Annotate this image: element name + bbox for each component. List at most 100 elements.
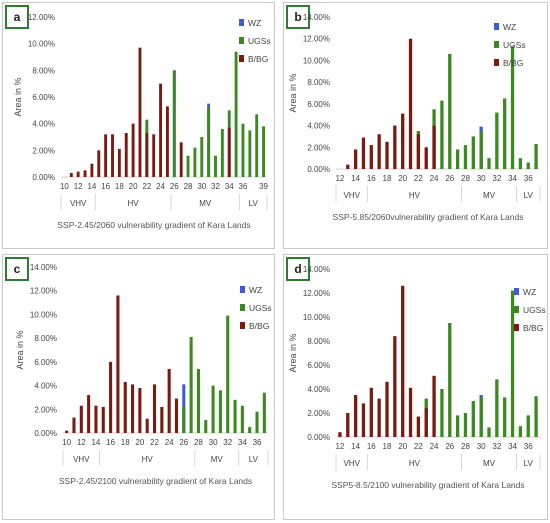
bar-ugss bbox=[196, 368, 200, 433]
group-label: HV bbox=[128, 199, 140, 208]
bar-b-bg bbox=[145, 133, 149, 177]
bar-ugss bbox=[534, 396, 538, 437]
bar-ugss bbox=[189, 336, 193, 433]
bar-b-bg bbox=[87, 395, 91, 433]
group-label: HV bbox=[409, 191, 421, 200]
bar-b-bg bbox=[361, 137, 366, 169]
group-label: MV bbox=[199, 199, 212, 208]
legend-label: UGSs bbox=[523, 305, 546, 315]
x-tick-label: 12 bbox=[335, 442, 344, 451]
bar-ugss bbox=[487, 427, 491, 437]
y-tick-label: 4.00% bbox=[32, 120, 55, 129]
bar-b-bg bbox=[338, 432, 342, 437]
bar-ugss bbox=[471, 401, 475, 437]
legend-swatch bbox=[514, 306, 519, 313]
x-axis-title: SSP-2.45/2100 vulnerability gradient of … bbox=[59, 476, 252, 486]
bar-b-bg bbox=[152, 384, 157, 433]
y-tick-label: 0.00% bbox=[307, 433, 330, 442]
bar-b-bg bbox=[227, 127, 231, 177]
chart-panel-c: c 0.00% 2.00% 4.00% 6.00% 8.00% 10.00% 12.00% 1… bbox=[2, 254, 275, 520]
y-tick-label: 12.00% bbox=[30, 287, 57, 296]
bar-b-bg bbox=[145, 418, 149, 433]
bar-chart-a: 0.00% 2.00% 4.00% 6.00% 8.00% 10.00% 12.00% Are… bbox=[13, 13, 271, 230]
x-tick-label: 14 bbox=[351, 174, 360, 183]
x-tick-label: 12 bbox=[335, 174, 344, 183]
bar-b-bg bbox=[65, 430, 69, 433]
bar-b-bg bbox=[116, 295, 120, 433]
x-tick-label: 16 bbox=[106, 438, 115, 447]
group-label: MV bbox=[211, 455, 224, 464]
bar-b-bg bbox=[369, 145, 373, 169]
panel-label: c bbox=[5, 257, 29, 281]
bar-b-bg bbox=[385, 381, 389, 437]
legend-swatch bbox=[494, 23, 499, 30]
bar-chart-b: 0.00% 2.00% 4.00% 6.00% 8.00% 10.00% 12.00% 14.… bbox=[288, 13, 541, 222]
legend-swatch bbox=[514, 288, 519, 295]
y-tick-label: 6.00% bbox=[307, 361, 330, 370]
bar-b-bg bbox=[179, 142, 183, 177]
bar-ugss bbox=[448, 323, 452, 437]
legend-swatch bbox=[239, 55, 244, 62]
bar-b-bg bbox=[408, 38, 413, 169]
chart-panel-a: a 0.00% 2.00% 4.00% 6.00% 8.00% 10.00% 12.00% A… bbox=[2, 2, 275, 249]
y-tick-label: 14.00% bbox=[303, 13, 330, 22]
bar-b-bg bbox=[167, 368, 171, 433]
y-tick-label: 2.00% bbox=[307, 143, 330, 152]
legend-label: B/BG bbox=[249, 321, 269, 331]
x-tick-label: 20 bbox=[398, 442, 407, 451]
group-label: LV bbox=[524, 459, 534, 468]
bar-b-bg bbox=[393, 125, 397, 169]
x-tick-label: 16 bbox=[101, 182, 110, 191]
x-tick-label: 30 bbox=[209, 438, 218, 447]
bar-b-bg bbox=[69, 173, 73, 177]
x-tick-label: 26 bbox=[179, 438, 188, 447]
bar-ugss bbox=[479, 131, 483, 169]
bar-ugss bbox=[172, 70, 176, 177]
bar-ugss bbox=[455, 149, 460, 169]
bar-b-bg bbox=[90, 163, 94, 177]
bar-ugss bbox=[182, 405, 186, 433]
y-tick-label: 8.00% bbox=[307, 337, 330, 346]
y-tick-label: 2.00% bbox=[34, 405, 57, 414]
group-label: HV bbox=[409, 459, 421, 468]
x-tick-label: 18 bbox=[383, 174, 392, 183]
y-tick-label: 4.00% bbox=[307, 122, 330, 131]
bar-ugss bbox=[248, 130, 252, 177]
legend-label: WZ bbox=[249, 285, 262, 295]
y-tick-label: 14.00% bbox=[30, 263, 57, 272]
x-tick-label: 14 bbox=[87, 182, 96, 191]
bar-ugss bbox=[510, 46, 515, 169]
y-tick-label: 14.00% bbox=[303, 265, 330, 274]
y-tick-label: 8.00% bbox=[34, 334, 57, 343]
bar-ugss bbox=[471, 136, 475, 169]
x-tick-label: 36 bbox=[253, 438, 262, 447]
bar-ugss bbox=[186, 155, 190, 177]
bar-b-bg bbox=[416, 134, 421, 169]
bar-b-bg bbox=[124, 133, 128, 177]
x-tick-label: 22 bbox=[414, 174, 423, 183]
x-tick-label: 18 bbox=[115, 182, 124, 191]
x-tick-label: 24 bbox=[156, 182, 165, 191]
y-tick-label: 0.00% bbox=[307, 165, 330, 174]
bar-b-bg bbox=[416, 416, 421, 437]
x-tick-label: 24 bbox=[430, 442, 439, 451]
y-tick-label: 8.00% bbox=[307, 78, 330, 87]
bar-ugss bbox=[241, 123, 245, 177]
x-tick-label: 20 bbox=[129, 182, 138, 191]
chart-panel-d: d 0.00% 2.00% 4.00% 6.00% 8.00% 10.00% 12.00% 1… bbox=[283, 254, 548, 520]
bar-b-bg bbox=[432, 375, 436, 437]
bar-b-bg bbox=[385, 141, 389, 169]
bar-ugss bbox=[211, 385, 215, 433]
legend-label: WZ bbox=[248, 18, 261, 28]
x-tick-label: 26 bbox=[445, 442, 454, 451]
bar-b-bg bbox=[424, 147, 428, 169]
legend-swatch bbox=[240, 304, 245, 311]
bar-ugss bbox=[240, 405, 244, 433]
y-axis-title: Area in % bbox=[288, 73, 298, 112]
legend-swatch bbox=[494, 41, 499, 48]
x-tick-label: 28 bbox=[184, 182, 193, 191]
bar-ugss bbox=[218, 390, 222, 433]
bar-ugss bbox=[448, 53, 452, 169]
bar-ugss bbox=[220, 129, 224, 177]
legend-label: UGSs bbox=[248, 36, 271, 46]
